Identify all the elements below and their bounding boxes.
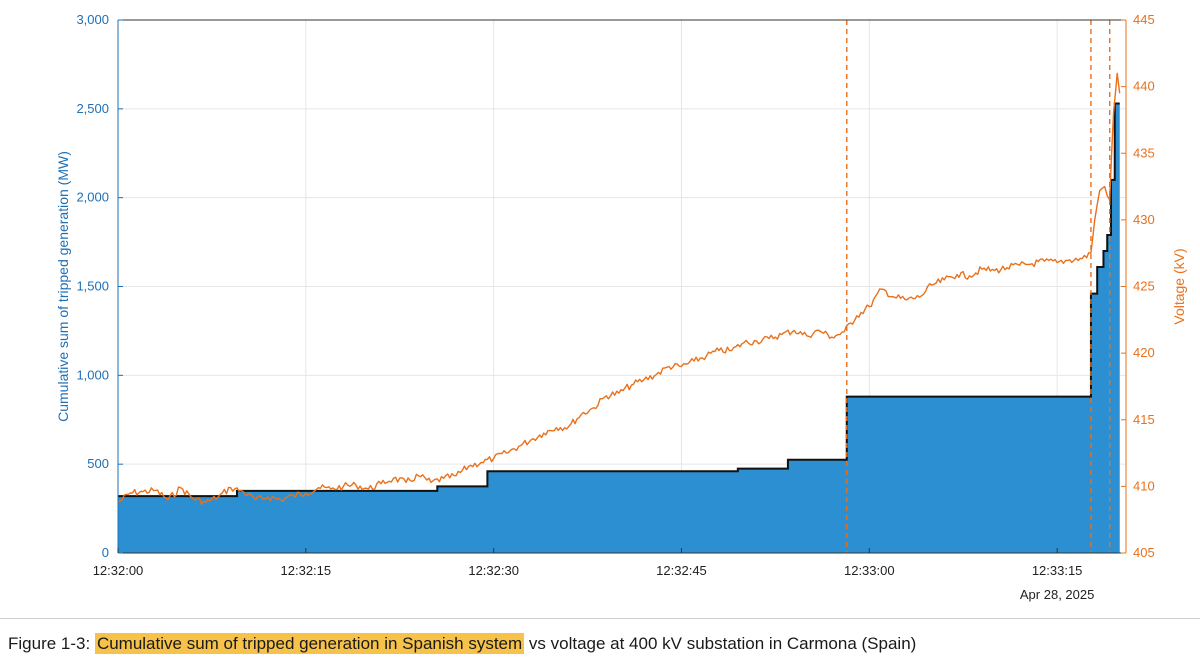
y-left-tick-label: 3,000 — [76, 12, 109, 27]
date-label: Apr 28, 2025 — [1020, 587, 1094, 602]
y-right-tick-label: 445 — [1133, 12, 1155, 27]
caption-divider — [0, 618, 1200, 619]
tripped-generation-step-line — [118, 102, 1120, 498]
y-right-axis-title: Voltage (kV) — [1171, 248, 1187, 324]
y-right-tick-label: 435 — [1133, 145, 1155, 160]
x-tick-label: 12:32:15 — [281, 563, 332, 578]
y-left-tick-label: 1,500 — [76, 279, 109, 294]
y-right-tick-label: 415 — [1133, 412, 1155, 427]
y-right-tick-label: 410 — [1133, 478, 1155, 493]
tick-labels: 0 500 1,000 1,500 2,000 2,500 3,000 405 410 415 42… — [76, 12, 1154, 578]
x-tick-label: 12:33:15 — [1032, 563, 1083, 578]
y-right-tick-label: 405 — [1133, 545, 1155, 560]
caption-highlight: Cumulative sum of tripped generation in … — [94, 633, 525, 654]
voltage-series — [117, 72, 1121, 506]
x-tick-label: 12:32:45 — [656, 563, 707, 578]
y-left-tick-label: 500 — [87, 456, 109, 471]
figure-caption: Figure 1-3: Cumulative sum of tripped ge… — [8, 633, 917, 654]
tripped-generation-series — [118, 102, 1120, 554]
caption-prefix: Figure 1-3: — [8, 634, 91, 653]
tripped-generation-area — [118, 103, 1120, 554]
voltage-line — [117, 72, 1121, 506]
x-tick-label: 12:32:00 — [93, 563, 144, 578]
axes — [117, 19, 1127, 554]
y-right-tick-label: 430 — [1133, 212, 1155, 227]
y-right-tick-label: 420 — [1133, 345, 1155, 360]
y-right-tick-label: 425 — [1133, 279, 1155, 294]
caption-suffix: vs voltage at 400 kV substation in Carmo… — [528, 634, 917, 653]
x-tick-label: 12:33:00 — [844, 563, 895, 578]
y-left-tick-label: 2,000 — [76, 190, 109, 205]
y-left-tick-label: 1,000 — [76, 367, 109, 382]
x-tick-label: 12:32:30 — [468, 563, 519, 578]
y-left-axis-title: Cumulative sum of tripped generation (MW… — [55, 151, 71, 422]
y-left-tick-label: 2,500 — [76, 101, 109, 116]
chart-svg: 0 500 1,000 1,500 2,000 2,500 3,000 405 410 415 42… — [55, 12, 1187, 602]
y-right-tick-label: 440 — [1133, 79, 1155, 94]
y-left-tick-label: 0 — [102, 545, 109, 560]
vertical-markers — [846, 20, 1111, 553]
chart: 0 500 1,000 1,500 2,000 2,500 3,000 405 410 415 42… — [55, 12, 1187, 602]
